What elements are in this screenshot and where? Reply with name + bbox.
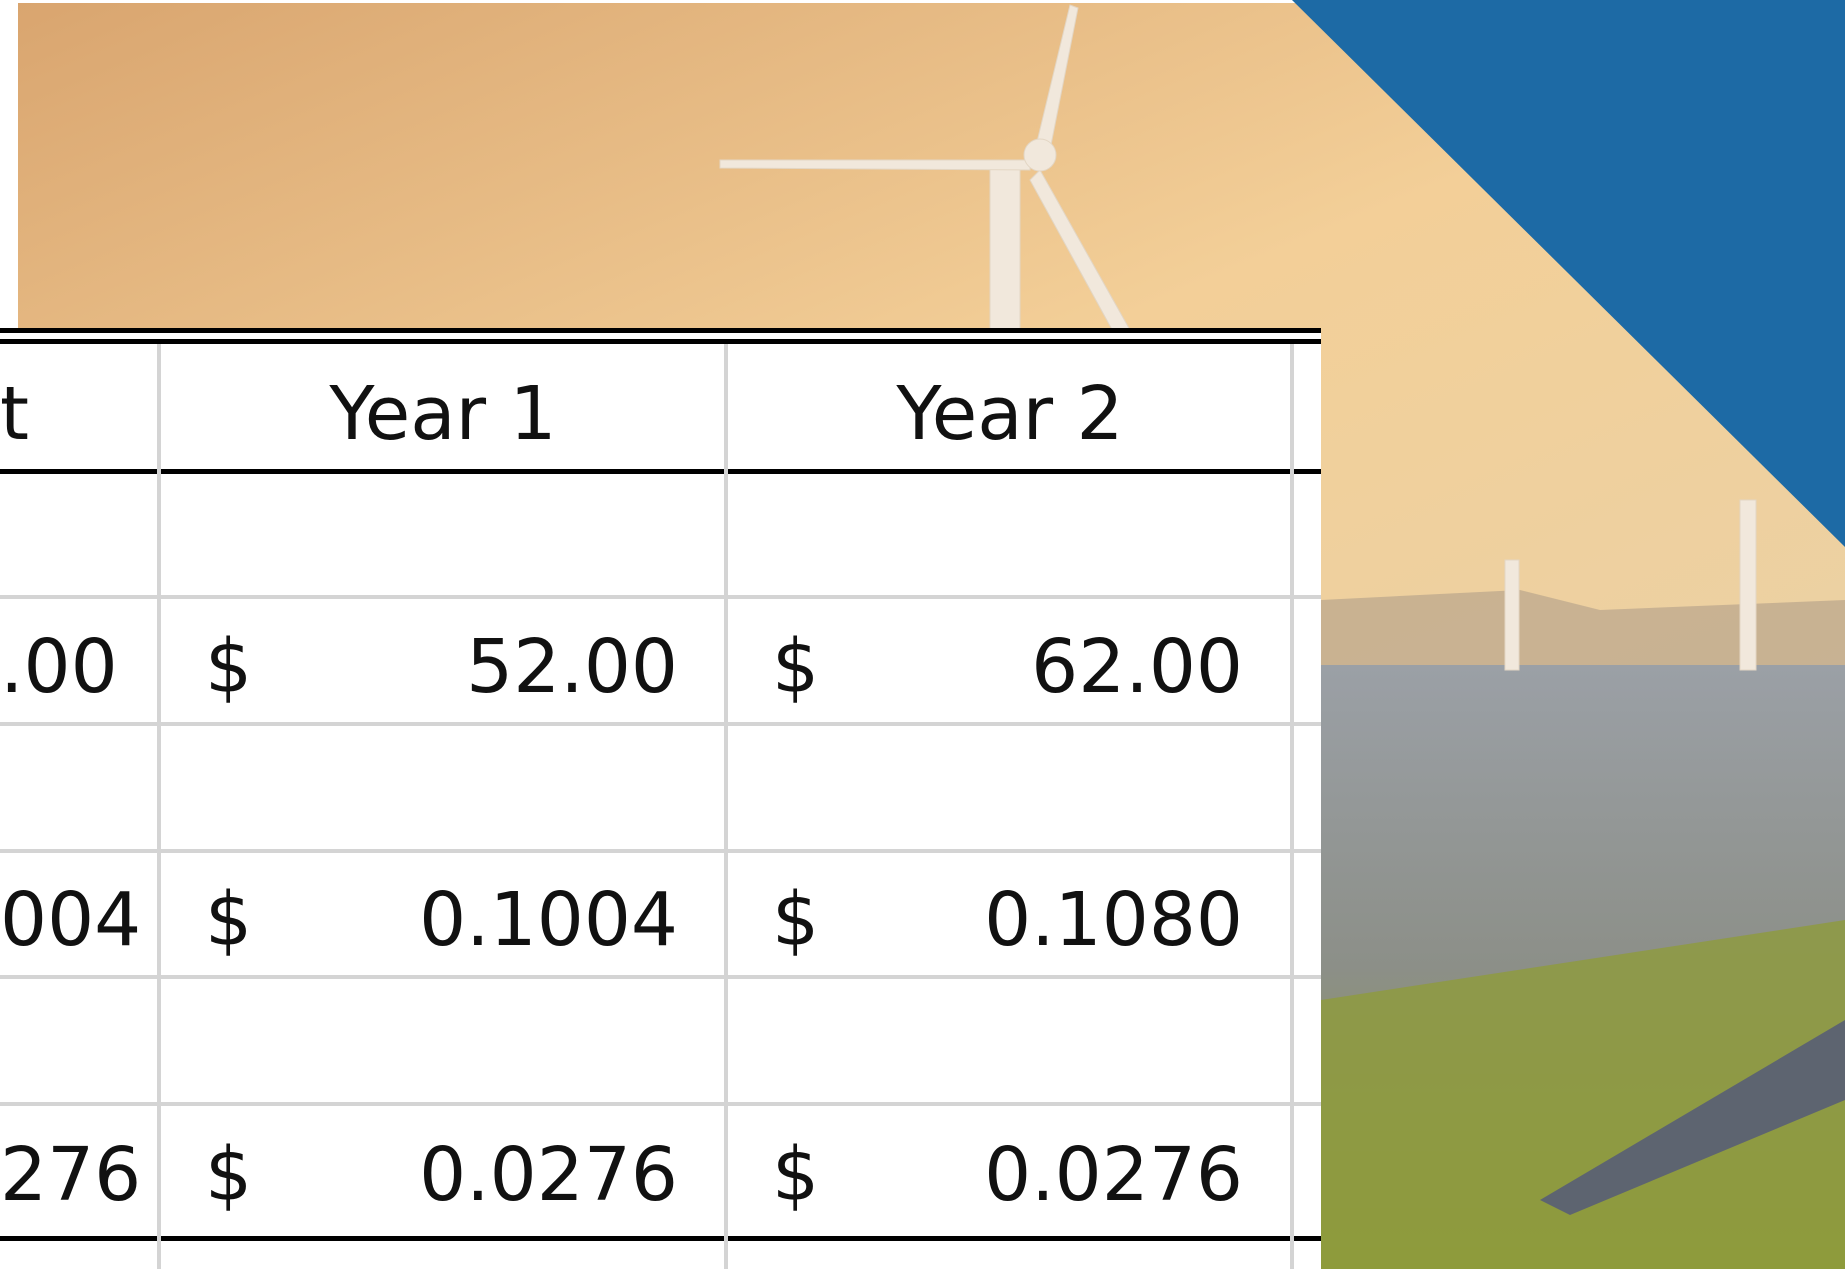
table-cell: 62.00 [860,622,1243,712]
table-cell: 0.0276 [860,1130,1243,1220]
table-cell: 52.00 [300,622,678,712]
grid-line [0,975,1321,979]
table-cell: $ [772,875,852,965]
table-cell: .00 [0,622,112,712]
border [0,469,1321,474]
grid-line [1290,344,1294,1269]
grid-line [0,722,1321,726]
table-cell: $ [205,875,285,965]
table-cell: 0.1080 [860,875,1243,965]
border [0,328,1321,333]
table-cell: 276 [0,1130,112,1220]
border [0,1236,1321,1241]
table-cell: $ [772,622,852,712]
grid-line [157,344,161,1269]
header-cell: Year 1 [160,369,726,459]
table-cell: 0.1004 [300,875,678,965]
header-cell: t [0,369,28,459]
table-cell: 0.0276 [300,1130,678,1220]
grid-line [0,849,1321,853]
border [0,339,1321,344]
header-cell: Year 2 [727,369,1293,459]
grid-line [0,595,1321,599]
table-cell: $ [205,1130,285,1220]
page: t Year 1 Year 2 .00$52.00$62.00004$0.100… [0,0,1845,1269]
grid-line [0,1102,1321,1106]
table-cell: $ [772,1130,852,1220]
table-cell: $ [205,622,285,712]
grid-line [724,344,728,1269]
table-cell: 004 [0,875,112,965]
